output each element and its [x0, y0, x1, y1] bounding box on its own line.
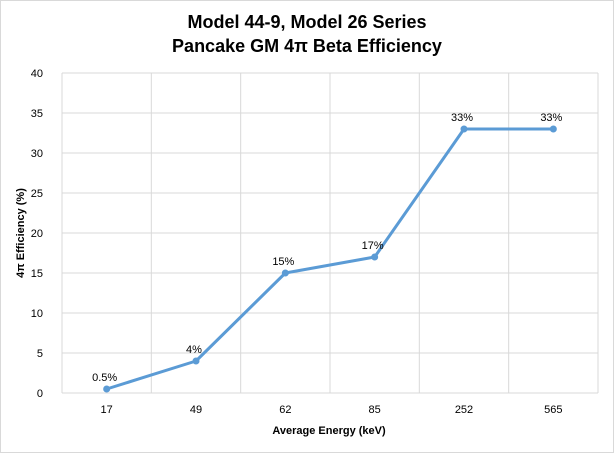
data-label: 33%	[540, 112, 562, 124]
y-tick-label: 40	[31, 68, 43, 80]
data-labels: 0.5% 4% 15% 17% 33% 33%	[92, 112, 562, 384]
y-tick-label: 5	[37, 348, 43, 360]
data-point	[281, 269, 289, 277]
data-point	[192, 357, 200, 365]
x-axis-title: Average Energy (keV)	[272, 425, 386, 437]
data-point	[460, 125, 468, 133]
y-tick-label: 30	[31, 148, 43, 160]
y-tick-label: 0	[37, 388, 43, 400]
data-label: 17%	[362, 240, 384, 252]
data-point	[371, 253, 379, 261]
y-tick-label: 10	[31, 308, 43, 320]
y-tick-label: 20	[31, 228, 43, 240]
x-tick-label: 565	[544, 404, 562, 416]
x-tick-label: 252	[455, 404, 473, 416]
y-axis-tick-labels: 0 5 10 15 20 25 30 35 40	[31, 68, 43, 400]
x-tick-label: 49	[190, 404, 202, 416]
chart-title-line-2: Pancake GM 4π Beta Efficiency	[172, 36, 442, 56]
data-point	[549, 125, 557, 133]
data-point	[103, 385, 111, 393]
x-tick-label: 17	[101, 404, 113, 416]
data-label: 4%	[186, 344, 202, 356]
series-efficiency	[103, 125, 557, 393]
y-tick-label: 15	[31, 268, 43, 280]
chart-title-line-1: Model 44-9, Model 26 Series	[187, 12, 426, 32]
series-line	[106, 127, 554, 391]
x-axis-tick-labels: 17 49 62 85 252 565	[101, 404, 563, 416]
x-tick-label: 85	[369, 404, 381, 416]
data-label: 15%	[272, 256, 294, 268]
x-tick-label: 62	[279, 404, 291, 416]
y-tick-label: 35	[31, 108, 43, 120]
gridlines	[61, 72, 599, 394]
y-axis-title: 4π Efficiency (%)	[15, 188, 27, 278]
data-label: 33%	[451, 112, 473, 124]
data-label: 0.5%	[92, 372, 117, 384]
y-tick-label: 25	[31, 188, 43, 200]
